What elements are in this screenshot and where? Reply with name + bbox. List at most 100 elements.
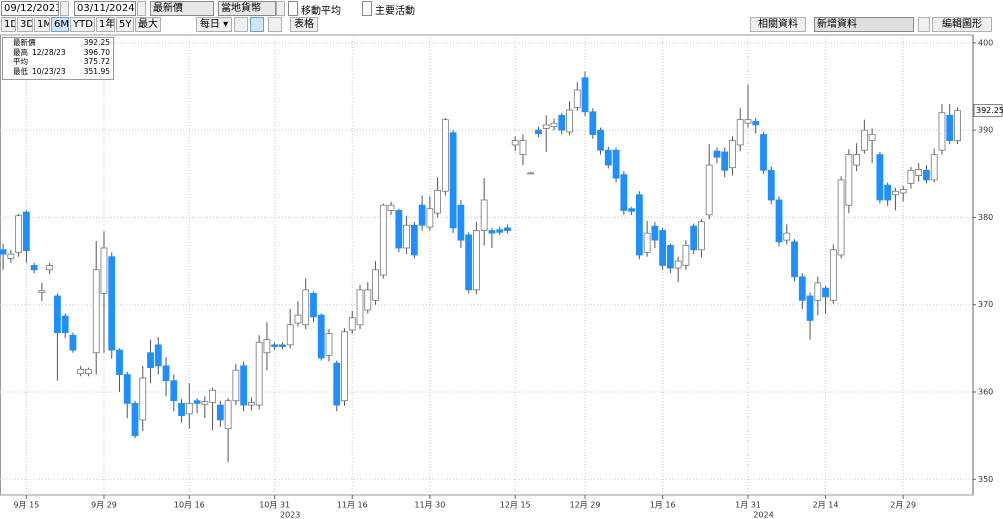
candle-body (263, 339, 271, 354)
x-tick-label: 9月 29 (91, 501, 117, 510)
candle-body (201, 401, 209, 405)
candle-body (480, 199, 488, 231)
checkbox[interactable] (288, 1, 298, 16)
currency[interactable]: 當地貨幣 (218, 1, 276, 16)
candle-body (651, 225, 659, 241)
candle-body (535, 129, 542, 135)
x-tick-label: 12月 15 (500, 501, 531, 510)
candle-body (814, 282, 822, 301)
candle-body (899, 189, 907, 194)
candle-body (597, 129, 604, 151)
dropdown[interactable] (276, 1, 285, 16)
candle-body (0, 249, 7, 255)
range-button[interactable]: YTD (70, 17, 95, 32)
candle-body (77, 368, 85, 375)
candle-body (7, 253, 15, 259)
clear[interactable] (918, 17, 930, 32)
candle-body (643, 232, 651, 253)
x-tick-label: 1月 31 (735, 501, 761, 510)
candle-body (317, 314, 325, 359)
candle-body (232, 369, 240, 402)
candle-body (364, 289, 372, 311)
date-picker[interactable] (137, 1, 146, 16)
related[interactable]: 相關資料 (750, 17, 806, 32)
candle-body (387, 204, 395, 211)
interval[interactable]: 每日 ▾ (196, 17, 232, 32)
candle-body (271, 344, 279, 348)
y-tick-label: 370 (978, 300, 993, 309)
add-data[interactable]: 新增資料 (814, 17, 914, 32)
price-field[interactable]: 最新價 (150, 1, 214, 16)
candle-body (209, 389, 217, 403)
range-button[interactable]: 5Y (116, 17, 134, 32)
candle-body (698, 221, 705, 251)
candle-body (162, 365, 170, 382)
x-tick-label: 1月 16 (650, 501, 676, 510)
tool-button[interactable] (268, 17, 282, 32)
candle-body (713, 150, 721, 158)
candle-body (372, 269, 379, 301)
edit-chart[interactable]: 編輯圖形 (932, 17, 992, 32)
candle-body (674, 260, 682, 269)
range-button[interactable]: 3D (17, 17, 33, 32)
range-button[interactable]: 1D (1, 17, 16, 32)
start-date[interactable]: 09/12/2023 (1, 1, 59, 16)
candle-body (30, 265, 38, 271)
candle-body (930, 154, 938, 181)
checkbox[interactable] (362, 1, 372, 16)
x-tick-label: 10月 31 (259, 501, 290, 510)
candle-body (310, 292, 317, 318)
candle-body (247, 402, 255, 406)
candle-body (426, 208, 434, 228)
candle-body (69, 334, 77, 351)
stat-value: 392.25 (83, 38, 110, 47)
candle-body (767, 169, 775, 201)
stat-date: 10/23/23 (32, 66, 66, 76)
range-button[interactable]: 1M (34, 17, 50, 32)
candle-body (612, 149, 620, 179)
candle-body (457, 204, 465, 241)
candle-body (279, 344, 286, 348)
x-tick-label: 2月 14 (813, 501, 839, 510)
x-tick-label: 2月 29 (890, 501, 916, 510)
candle-body (752, 121, 760, 126)
candle-body (736, 119, 744, 146)
candle-body (829, 249, 837, 301)
candle-body (504, 227, 511, 231)
end-date[interactable]: 03/11/2024 (74, 1, 136, 16)
candle-body (100, 247, 108, 294)
tool-button[interactable] (250, 17, 264, 32)
chart: 350 360 370 380 390 400 9月 15 9月 29 10月 16 10月 31… (0, 34, 1003, 519)
x-tick-label: 10月 16 (174, 501, 205, 510)
x-tick-label: 11月 30 (414, 501, 445, 510)
candle-body (589, 111, 597, 135)
candle-body (884, 184, 892, 201)
range-button[interactable]: 最大 (135, 17, 161, 32)
candle-body (853, 154, 861, 166)
candle-body (604, 149, 612, 166)
candle-body (356, 289, 364, 326)
range-button[interactable]: 6M (51, 17, 69, 32)
candle-body (403, 224, 410, 249)
stat-row: 最低 10/23/23 351.95 (3, 67, 113, 77)
candle-body (116, 349, 123, 375)
last-price: 392.25 (976, 106, 1003, 115)
candle-body (193, 400, 201, 404)
date-picker[interactable] (60, 1, 69, 16)
table-button[interactable]: 表格 (290, 17, 318, 32)
candle-body (542, 124, 550, 129)
stat-row: 最高 12/28/23 396.70 (3, 48, 113, 58)
stat-value: 375.72 (83, 57, 110, 66)
candle-body (418, 204, 426, 226)
candle-body (892, 190, 899, 196)
candle-body (54, 295, 61, 334)
tool-button[interactable] (234, 17, 248, 32)
candle-body (775, 199, 783, 243)
range-button[interactable]: 1年 (96, 17, 115, 32)
candle-body (465, 234, 473, 291)
candle-body (915, 169, 923, 176)
candle-body (488, 230, 496, 234)
candle-body (154, 344, 162, 367)
candle-body (333, 362, 341, 406)
